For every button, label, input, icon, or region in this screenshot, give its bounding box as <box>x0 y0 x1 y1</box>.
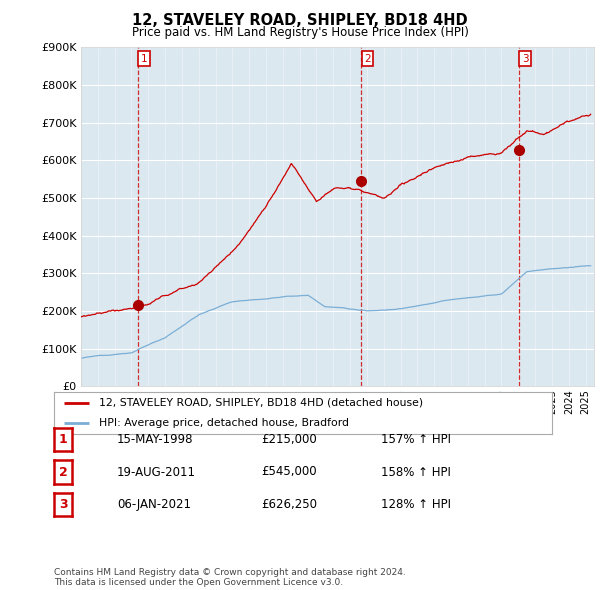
Text: Price paid vs. HM Land Registry's House Price Index (HPI): Price paid vs. HM Land Registry's House … <box>131 26 469 39</box>
Text: 3: 3 <box>59 498 67 511</box>
Text: 158% ↑ HPI: 158% ↑ HPI <box>381 466 451 478</box>
Text: 2: 2 <box>59 466 67 478</box>
Text: 12, STAVELEY ROAD, SHIPLEY, BD18 4HD (detached house): 12, STAVELEY ROAD, SHIPLEY, BD18 4HD (de… <box>99 398 423 408</box>
Text: 128% ↑ HPI: 128% ↑ HPI <box>381 498 451 511</box>
Text: HPI: Average price, detached house, Bradford: HPI: Average price, detached house, Brad… <box>99 418 349 428</box>
Text: £215,000: £215,000 <box>261 433 317 446</box>
Text: 15-MAY-1998: 15-MAY-1998 <box>117 433 193 446</box>
Text: 2: 2 <box>364 54 371 64</box>
Text: 1: 1 <box>59 433 67 446</box>
Text: 157% ↑ HPI: 157% ↑ HPI <box>381 433 451 446</box>
Text: 12, STAVELEY ROAD, SHIPLEY, BD18 4HD: 12, STAVELEY ROAD, SHIPLEY, BD18 4HD <box>132 13 468 28</box>
Text: £626,250: £626,250 <box>261 498 317 511</box>
Text: 3: 3 <box>522 54 529 64</box>
Text: 06-JAN-2021: 06-JAN-2021 <box>117 498 191 511</box>
Text: Contains HM Land Registry data © Crown copyright and database right 2024.
This d: Contains HM Land Registry data © Crown c… <box>54 568 406 587</box>
Text: £545,000: £545,000 <box>261 466 317 478</box>
Text: 19-AUG-2011: 19-AUG-2011 <box>117 466 196 478</box>
Text: 1: 1 <box>141 54 148 64</box>
